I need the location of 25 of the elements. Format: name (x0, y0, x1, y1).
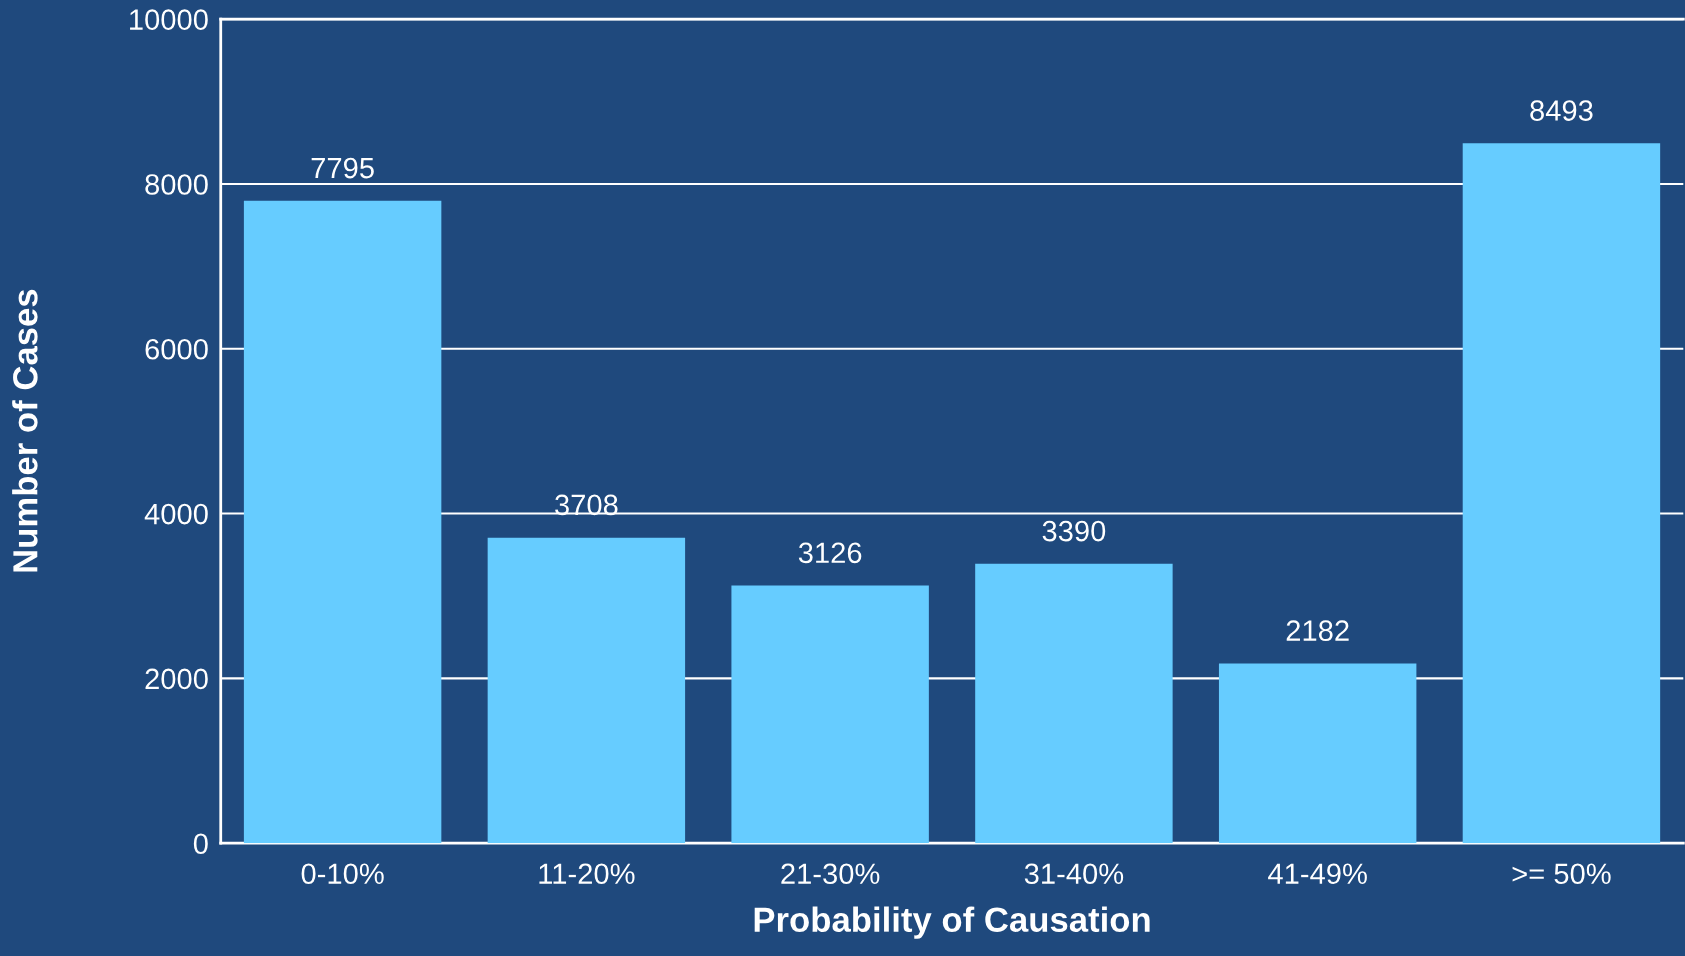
y-tick-label: 0 (193, 833, 208, 855)
bar (243, 200, 442, 844)
data-label: 3390 (1042, 520, 1106, 542)
bar (1218, 663, 1417, 844)
bar (1462, 143, 1661, 844)
data-label: 8493 (1530, 100, 1593, 121)
x-tick-label: 11-20% (539, 863, 635, 885)
data-label: 3126 (798, 542, 862, 564)
y-tick-label: 8000 (145, 174, 208, 195)
data-label: 2182 (1286, 620, 1349, 641)
bar (975, 563, 1173, 844)
data-label: 7795 (311, 157, 374, 179)
y-tick-label: 10000 (130, 9, 208, 30)
bar (487, 537, 686, 844)
x-tick-label: >= 50% (1512, 863, 1611, 885)
y-tick-label: 4000 (144, 503, 208, 525)
x-axis-title: Probability of Causation (754, 906, 1150, 939)
x-tick-label: 0-10% (301, 863, 384, 885)
x-tick-label: 31-40% (1024, 863, 1124, 885)
y-tick-label: 6000 (145, 338, 208, 360)
y-tick-label: 2000 (145, 668, 208, 690)
y-axis-title: Number of Cases (12, 289, 38, 572)
bar (731, 585, 929, 844)
x-tick-label: 21-30% (781, 863, 880, 885)
x-tick-label: 41-49% (1268, 863, 1367, 885)
